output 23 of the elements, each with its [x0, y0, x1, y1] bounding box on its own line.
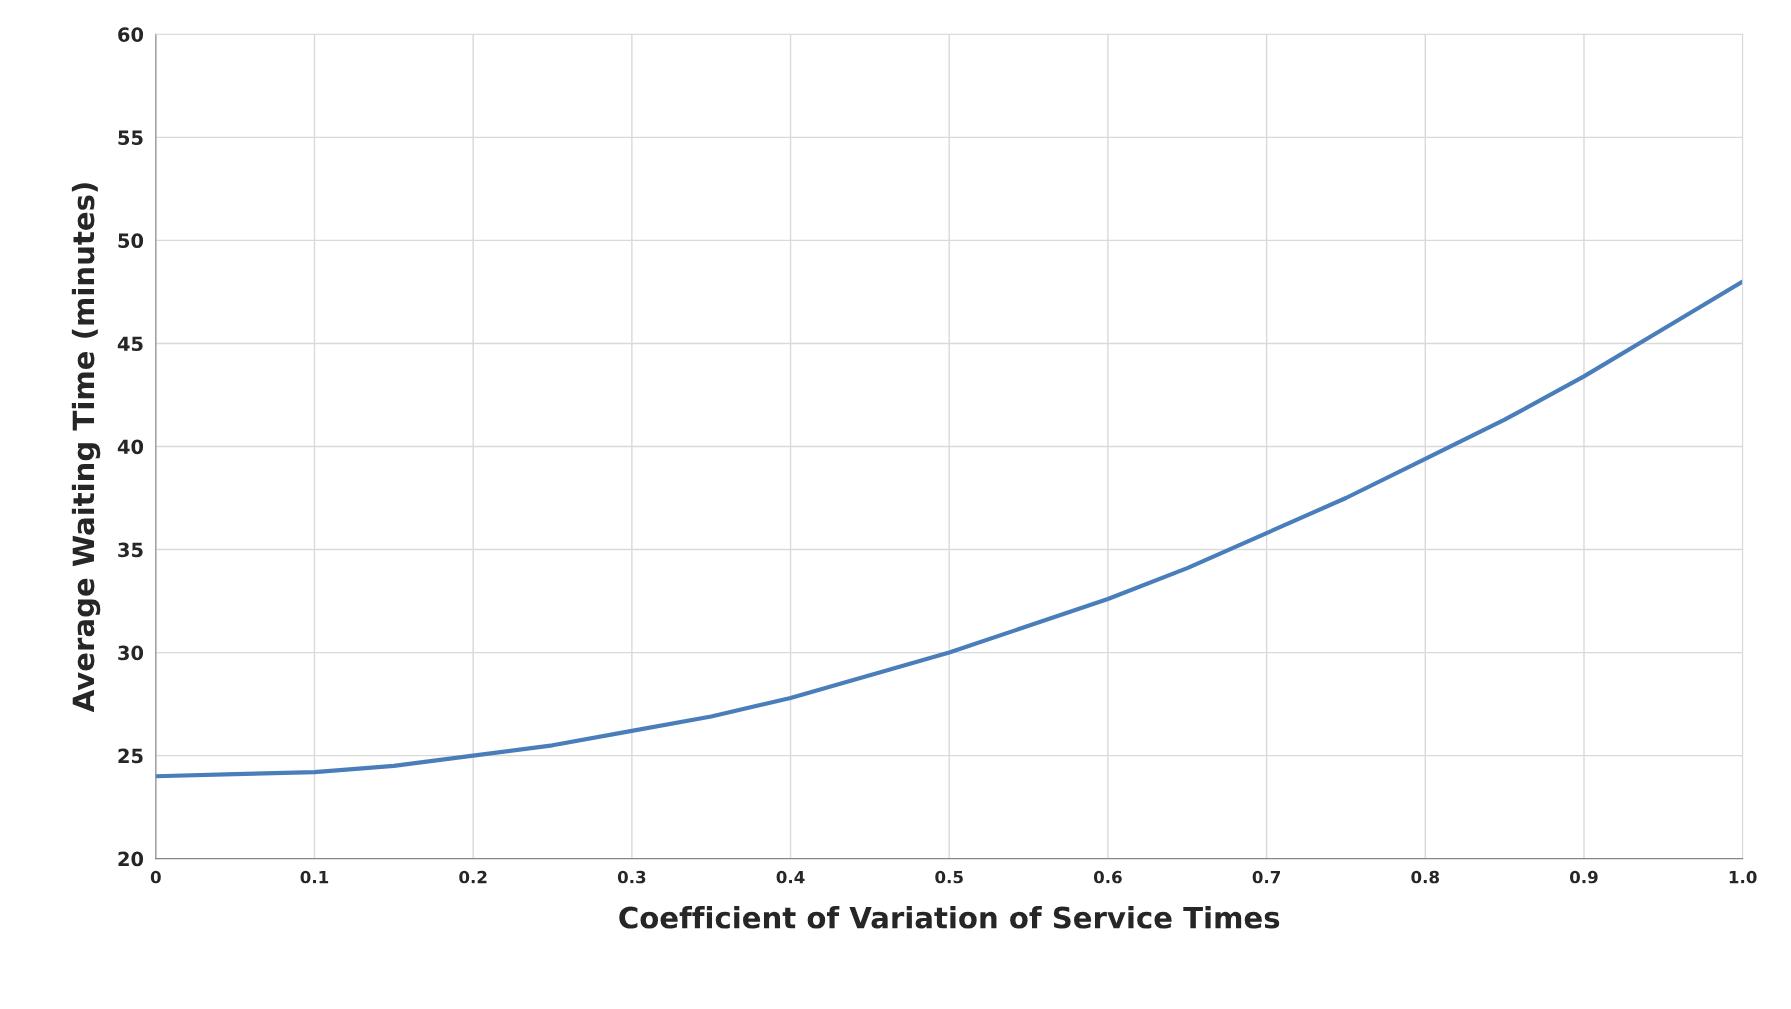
y-tick-label: 45 — [117, 336, 143, 352]
x-tick-label: 0.6 — [1093, 870, 1122, 884]
x-tick-label: 0 — [150, 870, 161, 884]
y-tick-label: 25 — [118, 748, 143, 764]
x-axis-title: Coefficient of Variation of Service Times — [619, 906, 1280, 929]
x-tick-label: 0.9 — [1570, 870, 1598, 884]
x-tick-label: 0.3 — [617, 870, 646, 884]
x-tick-label: 0.4 — [776, 870, 805, 884]
line-series — [155, 279, 1743, 779]
x-tick-label: 0.8 — [1411, 870, 1440, 884]
x-tick-label: 0.2 — [459, 870, 487, 884]
y-tick-label: 35 — [118, 542, 143, 558]
x-tick-label: 1.0 — [1729, 870, 1757, 884]
y-tick-label: 60 — [118, 27, 144, 42]
y-tick-label: 20 — [118, 851, 144, 867]
y-axis-title: Average Waiting Time (minutes) — [71, 183, 101, 713]
y-tick-label: 30 — [118, 645, 144, 661]
x-tick-label: 0.7 — [1252, 870, 1281, 884]
x-tick-label: 0.1 — [300, 870, 329, 884]
y-tick-label: 55 — [118, 130, 143, 146]
y-tick-label: 40 — [117, 439, 144, 455]
x-tick-label: 0.5 — [935, 870, 963, 884]
y-tick-label: 50 — [118, 233, 144, 249]
